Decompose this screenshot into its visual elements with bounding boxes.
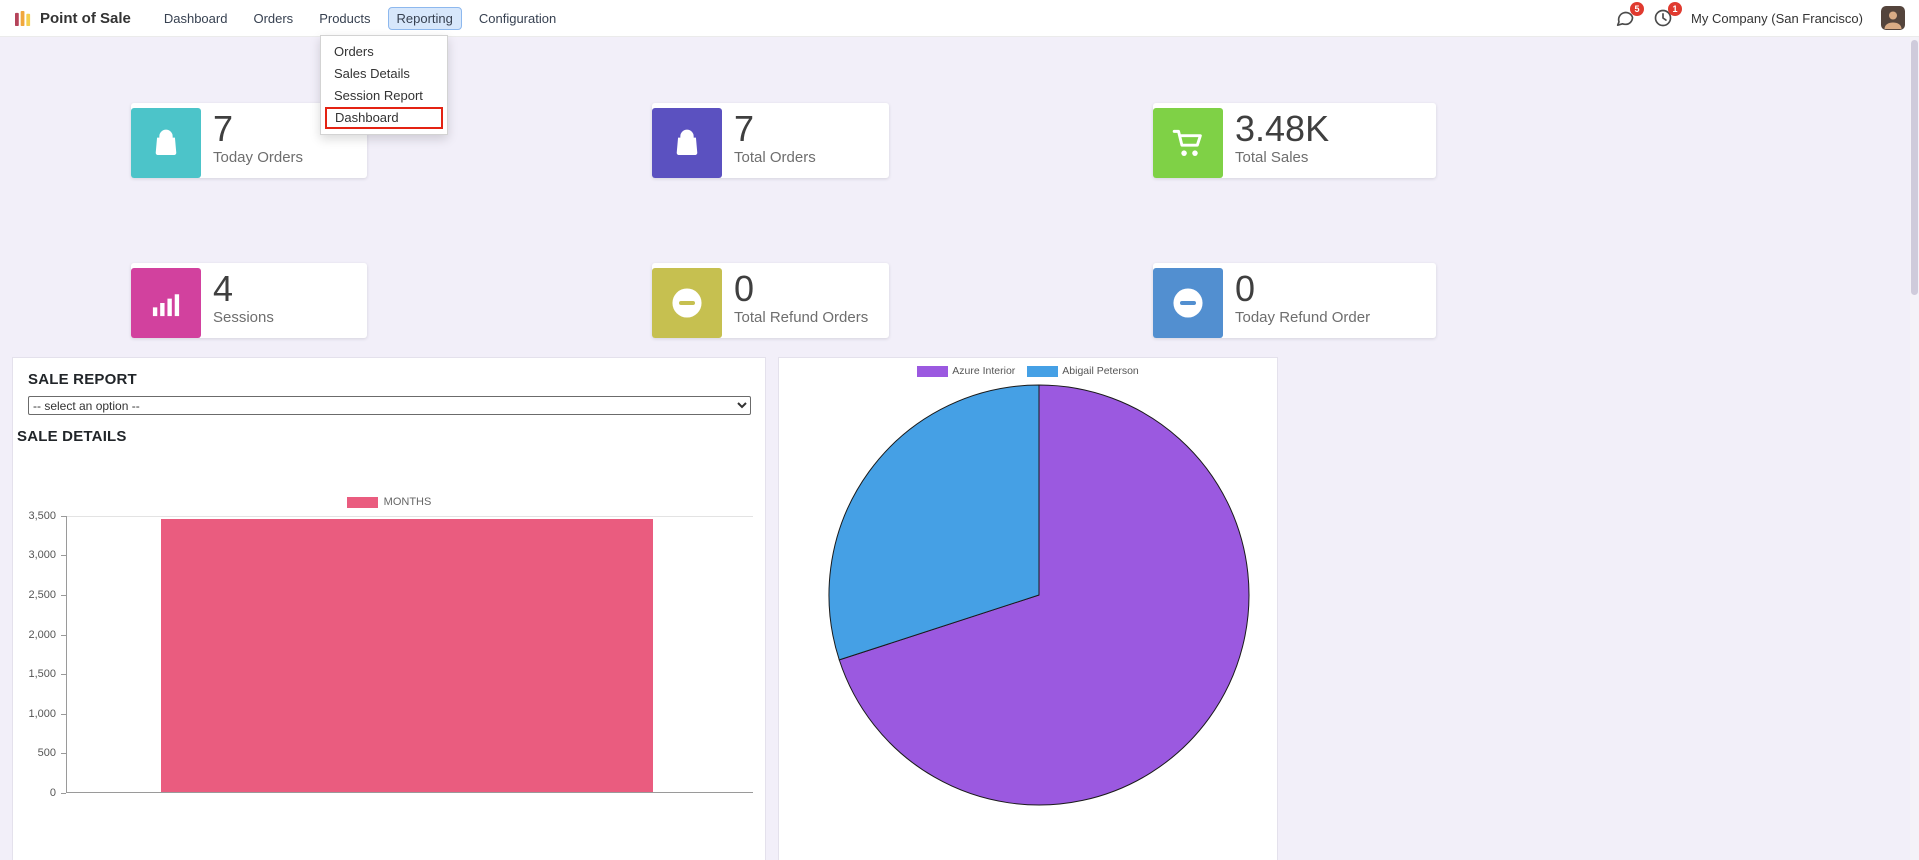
kpi-label: Total Sales: [1235, 149, 1309, 166]
sale-report-select[interactable]: -- select an option --: [28, 396, 751, 415]
topbar-right: 5 1 My Company (San Francisco): [1615, 2, 1905, 30]
y-axis-tick: [61, 753, 66, 754]
kpi-label: Total Refund Orders: [734, 309, 869, 326]
kpi-text: 0 Today Refund Order: [1235, 268, 1371, 327]
sale-report-title: SALE REPORT: [28, 371, 137, 388]
kpi-label: Today Orders: [213, 149, 304, 166]
y-axis-tick-label: 2,000: [28, 629, 56, 641]
kpi-value: 4: [213, 268, 234, 309]
y-axis-tick-label: 2,500: [28, 589, 56, 601]
app-title[interactable]: Point of Sale: [40, 9, 131, 27]
menu-configuration[interactable]: Configuration: [478, 10, 557, 26]
bar-months: [161, 519, 653, 792]
kpi-text: 7 Today Orders: [213, 108, 304, 167]
reporting-menu-session-report[interactable]: Session Report: [334, 88, 423, 103]
menu-orders[interactable]: Orders: [253, 10, 294, 26]
kpi-card-today-refund-order: 0 Today Refund Order: [1153, 263, 1436, 338]
y-axis-tick-label: 1,500: [28, 668, 56, 680]
top-navbar: Point of Sale Dashboard Orders Products …: [0, 0, 1919, 37]
minus-circle-icon: [652, 268, 722, 338]
activities-button[interactable]: 1: [1653, 2, 1683, 28]
kpi-card-total-orders: 7 Total Orders: [652, 103, 889, 178]
scrollbar-thumb[interactable]: [1911, 40, 1918, 295]
kpi-card-total-sales: 3.48K Total Sales: [1153, 103, 1436, 178]
y-axis-tick-label: 1,000: [28, 708, 56, 720]
legend-item-azure-interior: Azure Interior: [917, 365, 1015, 377]
kpi-label: Today Refund Order: [1235, 309, 1371, 326]
menu-dashboard[interactable]: Dashboard: [163, 10, 228, 26]
y-axis-tick-label: 3,500: [28, 510, 56, 522]
y-axis-tick: [61, 595, 66, 596]
activities-badge: 1: [1668, 2, 1683, 16]
kpi-value: 0: [1235, 268, 1256, 309]
shopping-cart-icon: [1153, 108, 1223, 178]
kpi-card-total-refund-orders: 0 Total Refund Orders: [652, 263, 889, 338]
vertical-scrollbar[interactable]: [1910, 37, 1919, 860]
sale-report-panel: SALE REPORT -- select an option -- SALE …: [12, 357, 766, 860]
kpi-card-sessions: 4 Sessions: [131, 263, 367, 338]
reporting-menu-orders[interactable]: Orders: [334, 44, 374, 59]
legend-label-abigail-peterson: Abigail Peterson: [1062, 365, 1139, 377]
y-axis-tick: [61, 555, 66, 556]
kpi-value: 7: [734, 108, 755, 149]
chat-icon: [1616, 11, 1634, 26]
shopping-bag-icon: [131, 108, 201, 178]
y-axis-tick: [61, 516, 66, 517]
signal-bars-icon: [131, 268, 201, 338]
kpi-text: 3.48K Total Sales: [1235, 108, 1330, 167]
pie-slice-abigail-peterson: [828, 384, 1040, 661]
legend-swatch-months: [346, 496, 378, 508]
messages-badge: 5: [1630, 2, 1645, 16]
menu-reporting[interactable]: Reporting: [387, 6, 462, 30]
bar-chart-legend: MONTHS: [13, 496, 765, 508]
avatar-image: [1881, 6, 1905, 30]
kpi-value: 0: [734, 268, 755, 309]
legend-swatch-azure-interior: [917, 365, 949, 377]
y-axis-tick: [61, 635, 66, 636]
company-switcher[interactable]: My Company (San Francisco): [1691, 10, 1863, 26]
kpi-label: Total Orders: [734, 149, 816, 166]
kpi-text: 0 Total Refund Orders: [734, 268, 869, 327]
app-brand[interactable]: Point of Sale: [14, 10, 131, 27]
clock-icon: [1654, 9, 1672, 27]
pie-slice-azure-interior: [838, 384, 1250, 806]
main-menu: Dashboard Orders Products Reporting Conf…: [155, 6, 565, 30]
pie-chart-panel: Azure Interior Abigail Peterson: [778, 357, 1278, 860]
apps-menu-icon[interactable]: [14, 10, 33, 27]
y-axis-tick-label: 0: [49, 787, 56, 799]
shopping-bag-icon: [652, 108, 722, 178]
kpi-card-today-orders: 7 Today Orders: [131, 103, 367, 178]
y-axis-tick-label: 3,000: [28, 549, 56, 561]
kpi-value: 3.48K: [1235, 108, 1330, 149]
reporting-menu-dashboard[interactable]: Dashboard: [325, 107, 443, 129]
pie-chart: [828, 384, 1250, 806]
y-axis-tick-label: 500: [37, 747, 56, 759]
kpi-text: 4 Sessions: [213, 268, 274, 327]
legend-item-abigail-peterson: Abigail Peterson: [1027, 365, 1139, 377]
kpi-label: Sessions: [213, 309, 274, 326]
y-axis-tick: [61, 714, 66, 715]
legend-label-months: MONTHS: [383, 496, 432, 508]
user-avatar[interactable]: [1881, 6, 1905, 30]
gridline-top: [66, 516, 753, 517]
legend-swatch-abigail-peterson: [1027, 365, 1059, 377]
messages-button[interactable]: 5: [1615, 2, 1645, 28]
legend-label-azure-interior: Azure Interior: [952, 365, 1016, 377]
y-axis-tick: [61, 793, 66, 794]
y-axis-line: [66, 516, 67, 793]
x-axis-line: [66, 792, 753, 793]
reporting-menu-sales-details[interactable]: Sales Details: [334, 66, 410, 81]
kpi-text: 7 Total Orders: [734, 108, 816, 167]
pie-chart-legend: Azure Interior Abigail Peterson: [779, 365, 1277, 377]
sale-details-title: SALE DETAILS: [17, 428, 127, 445]
y-axis-tick: [61, 674, 66, 675]
reporting-dropdown-menu: Orders Sales Details Session Report Dash…: [320, 35, 448, 135]
kpi-value: 7: [213, 108, 234, 149]
minus-circle-icon: [1153, 268, 1223, 338]
menu-products[interactable]: Products: [319, 10, 371, 26]
